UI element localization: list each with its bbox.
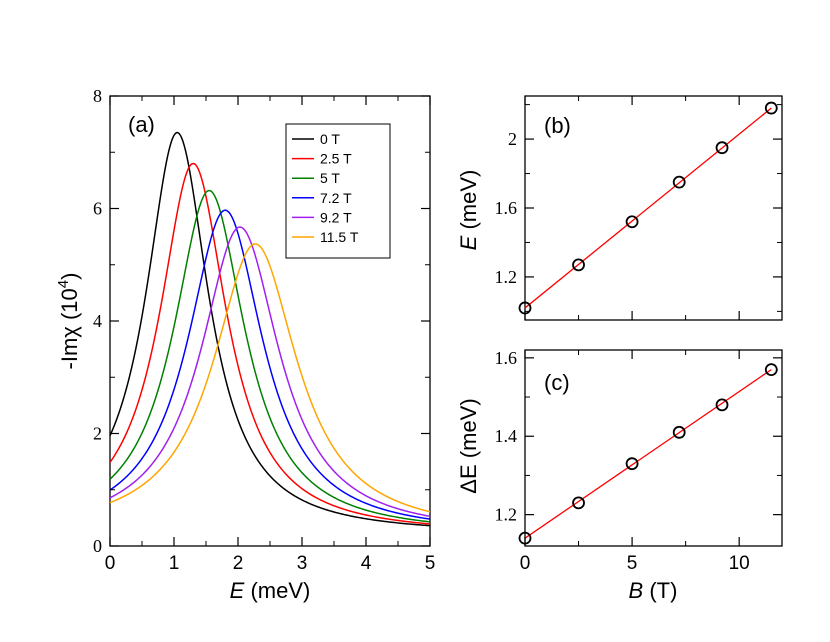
x-tick-label: 5 bbox=[425, 553, 436, 574]
data-point bbox=[572, 258, 585, 272]
y-axis-main: -Imχ (10 bbox=[57, 288, 82, 369]
panel-c-y-ticks: 1.2 1.4 1.6 bbox=[495, 348, 782, 525]
y-tick-label: 1.6 bbox=[495, 198, 518, 218]
panel-c-y-unit: (meV) bbox=[456, 398, 481, 464]
legend: 0 T 2.5 T 5 T 7.2 T 9.2 T 11.5 T bbox=[292, 131, 359, 245]
series-line-0 bbox=[109, 131, 431, 527]
series-line-4 bbox=[109, 226, 431, 518]
y-axis-exponent: 4 bbox=[55, 280, 72, 288]
panel-c-x-ticks: 0 5 10 bbox=[520, 350, 750, 574]
legend-entry-3: 7.2 T bbox=[320, 190, 352, 206]
panel-b-y-unit: (meV) bbox=[456, 170, 481, 236]
panel-a-label: (a) bbox=[128, 112, 155, 137]
x-tick-label: 0 bbox=[520, 553, 531, 574]
panel-c-frame bbox=[524, 349, 783, 547]
x-axis-var: E bbox=[230, 578, 245, 603]
x-axis-unit: (meV) bbox=[244, 578, 310, 603]
y-tick-label: 8 bbox=[93, 86, 102, 106]
x-tick-label: 1 bbox=[169, 553, 180, 574]
panel-b-y-var: E bbox=[456, 235, 481, 250]
series-line-1 bbox=[109, 162, 431, 525]
series-line-3 bbox=[109, 209, 431, 520]
legend-entry-2: 5 T bbox=[320, 170, 340, 186]
data-point bbox=[672, 425, 686, 439]
y-axis-close: ) bbox=[57, 273, 82, 280]
panel-a-x-ticks: 0 1 2 3 4 5 bbox=[105, 96, 436, 574]
legend-entry-0: 0 T bbox=[320, 131, 340, 147]
panel-a-y-ticks: 0 2 4 6 8 bbox=[93, 86, 430, 556]
panel-b-fit bbox=[524, 107, 772, 309]
data-point bbox=[764, 363, 778, 377]
y-tick-label: 1.2 bbox=[495, 267, 518, 287]
data-point bbox=[715, 398, 729, 412]
data-point bbox=[572, 496, 585, 510]
series-line-5 bbox=[109, 243, 431, 513]
panel-c-x-axis-title: B (T) bbox=[629, 578, 678, 603]
legend-box bbox=[285, 123, 391, 259]
data-point bbox=[672, 175, 686, 189]
y-tick-label: 6 bbox=[93, 199, 102, 219]
x-tick-label: 4 bbox=[361, 553, 372, 574]
panel-a-curves bbox=[109, 131, 431, 527]
panel-b-x-ticks bbox=[524, 96, 740, 320]
legend-entry-5: 11.5 T bbox=[320, 229, 359, 245]
x-tick-label: 5 bbox=[627, 553, 638, 574]
panel-a: 0 1 2 3 4 5 0 2 4 6 8 (a) 0 T 2.5 T 5 T 7.2 T 9.2 T 11… bbox=[55, 86, 435, 603]
panel-c-label: (c) bbox=[544, 370, 570, 395]
data-point bbox=[625, 215, 639, 229]
fit-line bbox=[524, 107, 772, 309]
series-line-2 bbox=[109, 189, 431, 523]
panel-c-fit bbox=[524, 369, 772, 539]
data-point bbox=[764, 101, 778, 115]
y-tick-label: 1.6 bbox=[495, 348, 518, 368]
panel-c-y-axis-title: ΔE (meV) bbox=[456, 398, 481, 493]
data-point bbox=[625, 457, 639, 471]
panel-a-x-axis-title: E (meV) bbox=[230, 578, 311, 603]
x-tick-label: 10 bbox=[729, 553, 750, 574]
y-tick-label: 2 bbox=[508, 129, 517, 149]
fit-line bbox=[524, 369, 772, 539]
y-tick-label: 0 bbox=[93, 536, 102, 556]
x-tick-label: 2 bbox=[233, 553, 244, 574]
panel-c-y-var: ΔE bbox=[456, 464, 481, 493]
y-tick-label: 1.2 bbox=[495, 505, 518, 525]
panel-c-x-var: B bbox=[629, 578, 644, 603]
legend-entry-1: 2.5 T bbox=[320, 151, 352, 167]
legend-entry-4: 9.2 T bbox=[320, 209, 352, 225]
y-tick-label: 2 bbox=[93, 424, 102, 444]
panel-b-label: (b) bbox=[544, 113, 571, 138]
x-tick-label: 0 bbox=[105, 553, 116, 574]
y-tick-label: 4 bbox=[93, 311, 102, 331]
data-point bbox=[715, 141, 729, 155]
panel-b-y-axis-title: E (meV) bbox=[456, 170, 481, 251]
panel-b-y-ticks: 1.2 1.6 2 bbox=[495, 104, 782, 312]
panel-a-y-axis-title: -Imχ (104) bbox=[55, 273, 82, 370]
x-tick-label: 3 bbox=[297, 553, 308, 574]
panel-c-x-unit: (T) bbox=[643, 578, 677, 603]
panel-b: 1.2 1.6 2 (b) E (meV) bbox=[456, 95, 783, 321]
y-tick-label: 1.4 bbox=[495, 426, 518, 446]
panel-c: 0 5 10 1.2 1.4 1.6 (c) B (T) ΔE (meV) bbox=[456, 348, 783, 603]
